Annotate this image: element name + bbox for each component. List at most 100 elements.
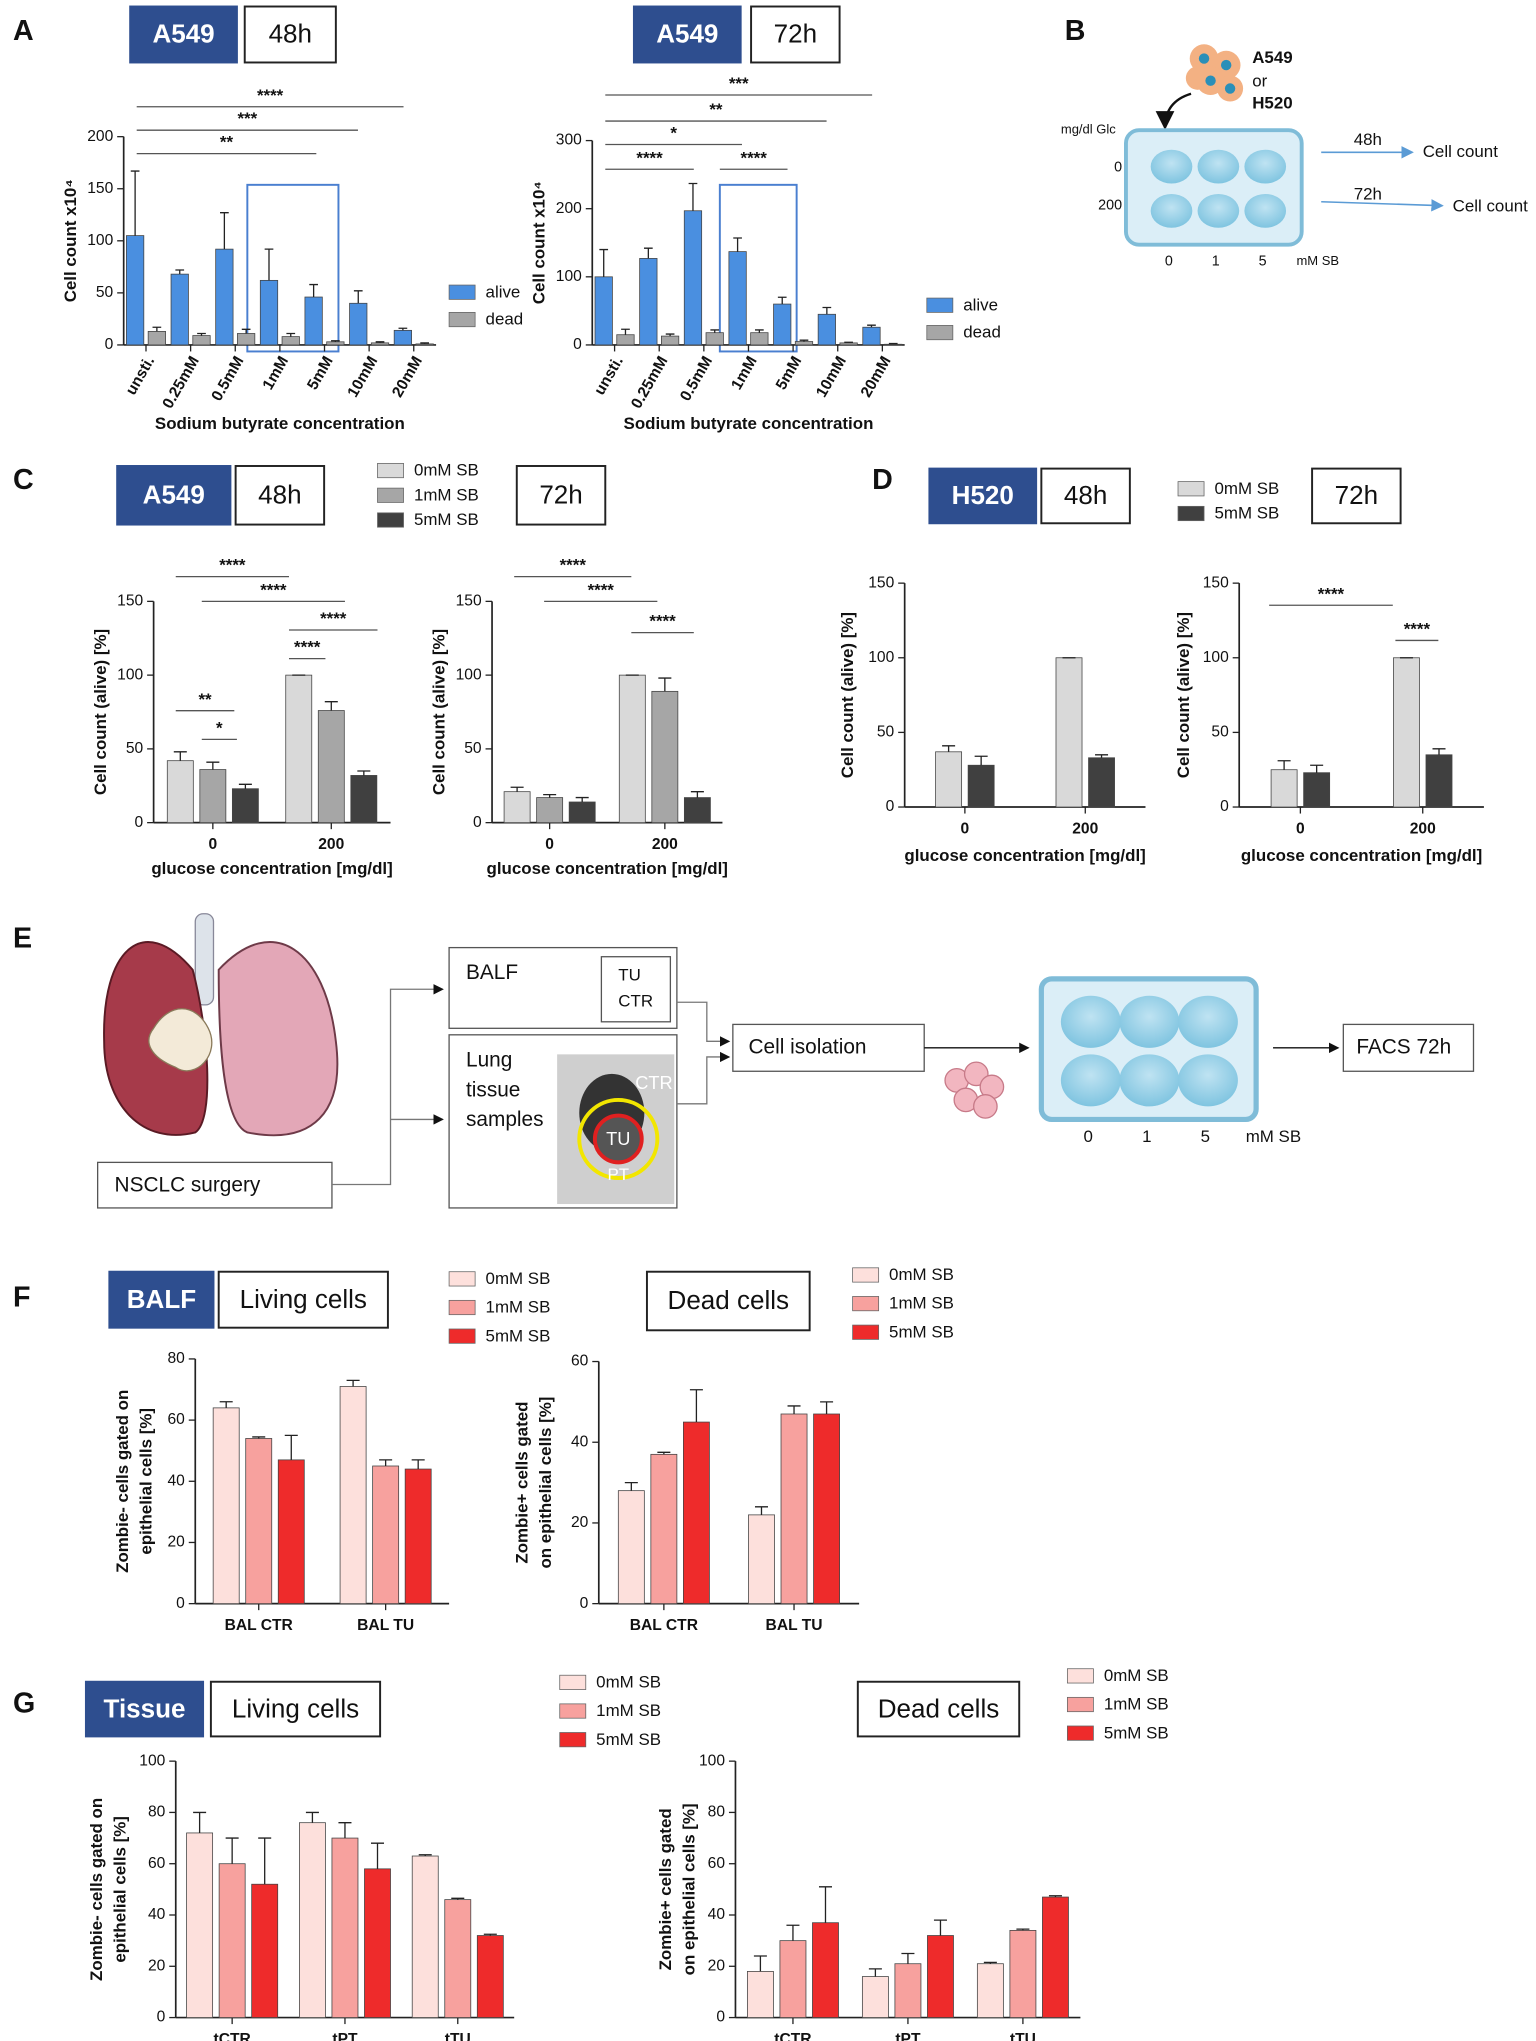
legend-swatch [377, 462, 404, 479]
tag-label: 48h [258, 479, 301, 509]
error-bar [193, 1811, 207, 1833]
error-bar [1048, 1895, 1062, 1898]
error-bar [510, 786, 524, 792]
y-tick-label: 60 [167, 1411, 185, 1428]
y-tick-label: 0 [1220, 798, 1229, 815]
tissue-label: Lung [466, 1048, 512, 1071]
bar [147, 331, 166, 346]
significance-label: **** [588, 580, 615, 599]
y-axis-label: on epithelial cells [%] [536, 1397, 555, 1569]
significance-label: *** [237, 109, 257, 128]
bar [186, 1832, 214, 2018]
bar [245, 1438, 273, 1605]
bar [651, 690, 679, 824]
tag-box-filled [116, 465, 232, 526]
error-bar [324, 701, 338, 711]
bar [839, 342, 858, 346]
bar [503, 791, 531, 824]
x-tick-label: 0 [961, 820, 970, 837]
ct-ring [592, 1113, 644, 1165]
y-axis-label: on epithelial cells [%] [679, 1803, 698, 1975]
chart: A549 48h 0 50 100 150 0 200 Cell count (alive) [… [91, 461, 479, 878]
x-tick-label: 20mM [858, 354, 895, 401]
y-tick-label: 60 [148, 1855, 166, 1872]
error-bar [624, 1481, 638, 1491]
error-bar [357, 770, 371, 776]
cell-line: H520 [1252, 94, 1292, 113]
y-tick-label: 50 [1211, 724, 1229, 741]
y-tick-label: 40 [571, 1433, 589, 1450]
tag-label: A549 [656, 19, 718, 49]
x-tick-label: BAL CTR [225, 1617, 293, 1634]
x-tick-label: 200 [652, 836, 678, 853]
x-tick-label: 200 [1072, 820, 1098, 837]
legend-swatch [1066, 1696, 1094, 1713]
bar [618, 674, 646, 824]
bar [199, 769, 227, 824]
y-tick-label: 40 [167, 1472, 185, 1489]
bar [683, 797, 711, 824]
significance-label: *** [729, 74, 749, 93]
bar [350, 775, 378, 824]
x-tick-label: tPT [895, 2031, 921, 2041]
bar [812, 1922, 839, 2018]
x-axis-label: Sodium butyrate concentration [155, 414, 405, 433]
x-tick-label: tPT [332, 2031, 358, 2041]
y-tick-label: 50 [126, 740, 144, 757]
error-bar [867, 324, 876, 328]
bar [339, 1386, 367, 1605]
error-bar [822, 306, 832, 315]
y-axis-label: Zombie- cells gated on [87, 1798, 106, 1981]
y-tick-label: 150 [117, 592, 143, 609]
bar [683, 1421, 710, 1605]
bar [779, 1940, 807, 2018]
x-tick-label: 0 [545, 836, 554, 853]
time-label: 48h [1354, 130, 1382, 149]
legend-swatch [448, 1328, 476, 1344]
bar [746, 1971, 774, 2018]
legend-label: 5mM SB [1104, 1723, 1169, 1742]
wells [1150, 149, 1287, 228]
x-tick-label: 200 [1410, 820, 1436, 837]
tag-box [750, 5, 841, 64]
error-bar [599, 248, 609, 277]
x-tick-label: BAL CTR [630, 1617, 698, 1634]
sb-value: 0 [1165, 253, 1173, 269]
legend-label: 0mM SB [414, 461, 479, 480]
error-bar [1310, 764, 1324, 773]
error-bar [220, 212, 229, 250]
box [1342, 1023, 1475, 1072]
x-tick-label: 10mM [345, 354, 382, 401]
significance-label: **** [320, 609, 347, 628]
chart: Dead cells 0 20 40 60 80 100 tCTR tPT tTU Zombie+ … [656, 1666, 1169, 2041]
bar [404, 1468, 432, 1605]
legend-swatch [1177, 505, 1205, 522]
bar [349, 302, 368, 346]
wells [1060, 995, 1238, 1107]
chart: A549 48h 0 50 100 150 200 unsti. 0.25mM 0.5mM 1mM 5… [61, 5, 523, 433]
tag-box [1040, 467, 1131, 525]
x-axis-label: glucose concentration [mg/dl] [904, 846, 1145, 865]
tag-box [645, 1270, 811, 1332]
tag-label: Living cells [240, 1284, 367, 1314]
tissue-label: tissue [466, 1078, 520, 1101]
x-tick-label: unsti. [591, 354, 627, 399]
bar [705, 332, 724, 346]
error-bar [786, 1924, 800, 1941]
highlight-box [718, 183, 798, 353]
error-bar [983, 1961, 997, 1964]
bar [299, 1822, 326, 2018]
bar [661, 335, 680, 346]
error-bar [543, 793, 557, 798]
panel-label: F [13, 1282, 31, 1314]
x-tick-label: 0.25mM [160, 354, 203, 412]
chart: Tissue Living cells 0 20 40 60 80 100 tCTR tPT tTU… [84, 1673, 661, 2041]
x-tick-label: 0.5mM [677, 354, 716, 405]
sb-value: 1 [1142, 1127, 1151, 1146]
error-bar [418, 1854, 432, 1857]
bar [1042, 1896, 1069, 2018]
error-bar [219, 1401, 233, 1408]
y-tick-label: 0 [176, 1595, 185, 1612]
y-tick-label: 50 [464, 740, 482, 757]
